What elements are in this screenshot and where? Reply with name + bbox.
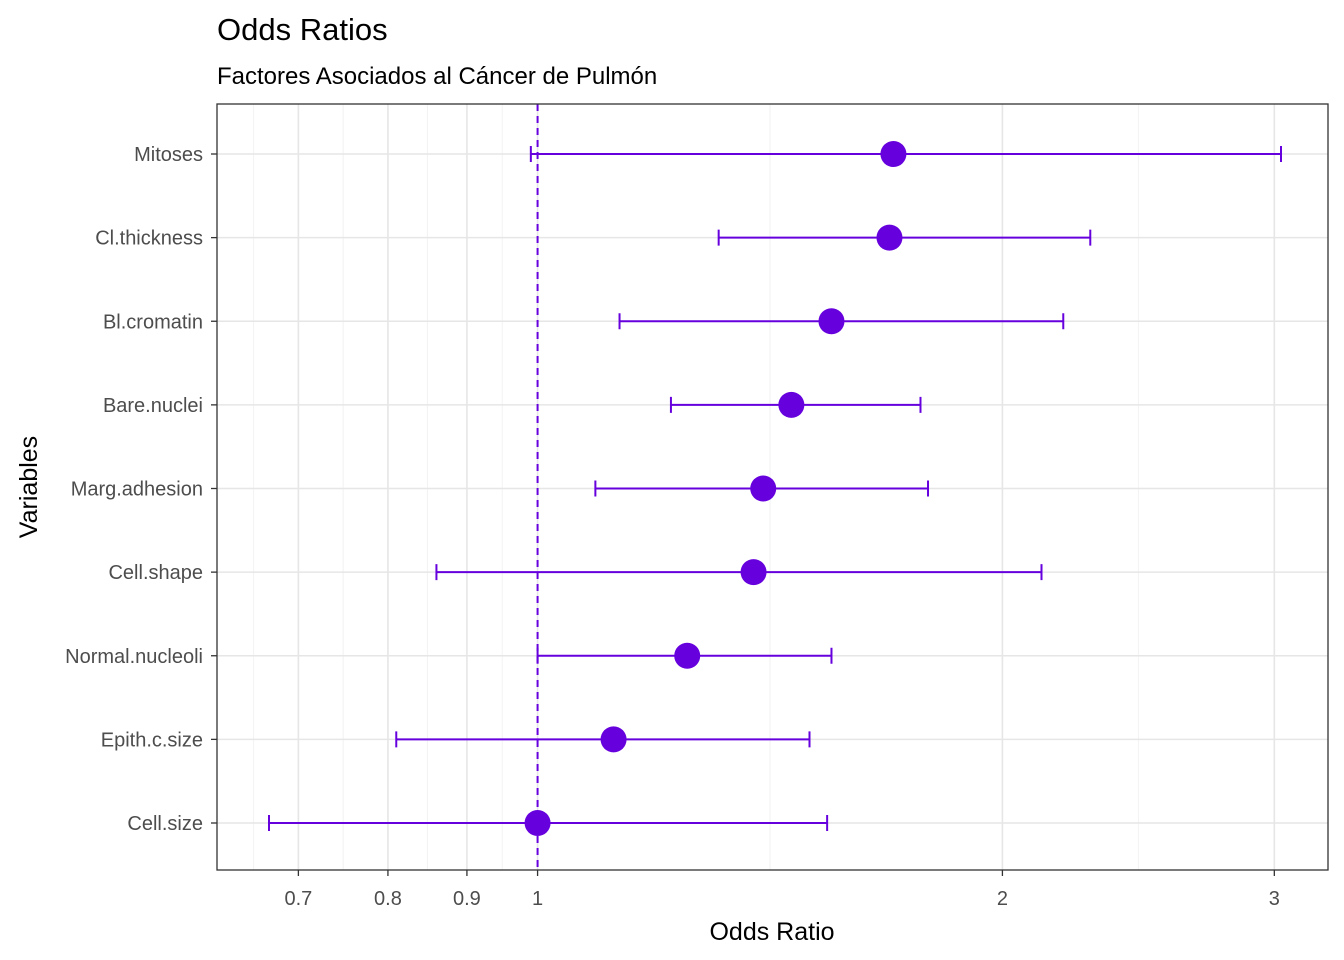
data-marks [268,141,1282,836]
estimate-point [600,726,627,753]
y-tick-label: Cl.thickness [95,228,203,250]
estimate-point [880,141,907,167]
y-tick-label: Normal.nucleoli [65,646,203,668]
y-tick-label: Cell.shape [108,562,203,584]
estimate-point [750,475,777,502]
y-tick-label: Marg.adhesion [71,479,203,501]
y-tick-label: Cell.size [127,813,203,835]
estimate-point [778,391,805,418]
estimate-point [674,642,701,669]
x-tick-label: 0.7 [284,888,312,910]
estimate-point [524,810,551,836]
plot-border [216,103,1329,871]
x-tick-label: 2 [997,888,1008,910]
chart-title: Odds Ratios [217,12,388,47]
y-tick-label: Epith.c.size [101,729,203,751]
x-tick-label: 1 [532,888,543,910]
y-axis-title: Variables [15,436,43,538]
x-tick-label: 3 [1269,888,1280,910]
x-tick-label: 0.9 [453,888,481,910]
estimate-point [740,559,767,586]
x-axis-title: Odds Ratio [709,918,834,946]
y-axis: Mitoses Cl.thickness Bl.cromatin Bare.nucle… [65,144,217,835]
y-tick-label: Mitoses [134,144,203,166]
y-tick-label: Bl.cromatin [103,311,203,333]
estimate-point [876,224,903,251]
y-tick-label: Bare.nuclei [103,395,203,417]
chart-subtitle: Factores Asociados al Cáncer de Pulmón [217,63,657,90]
estimate-point [818,308,845,335]
x-tick-label: 0.8 [374,888,402,910]
x-axis: 0.7 0.8 0.9 1 2 3 [284,870,1280,910]
